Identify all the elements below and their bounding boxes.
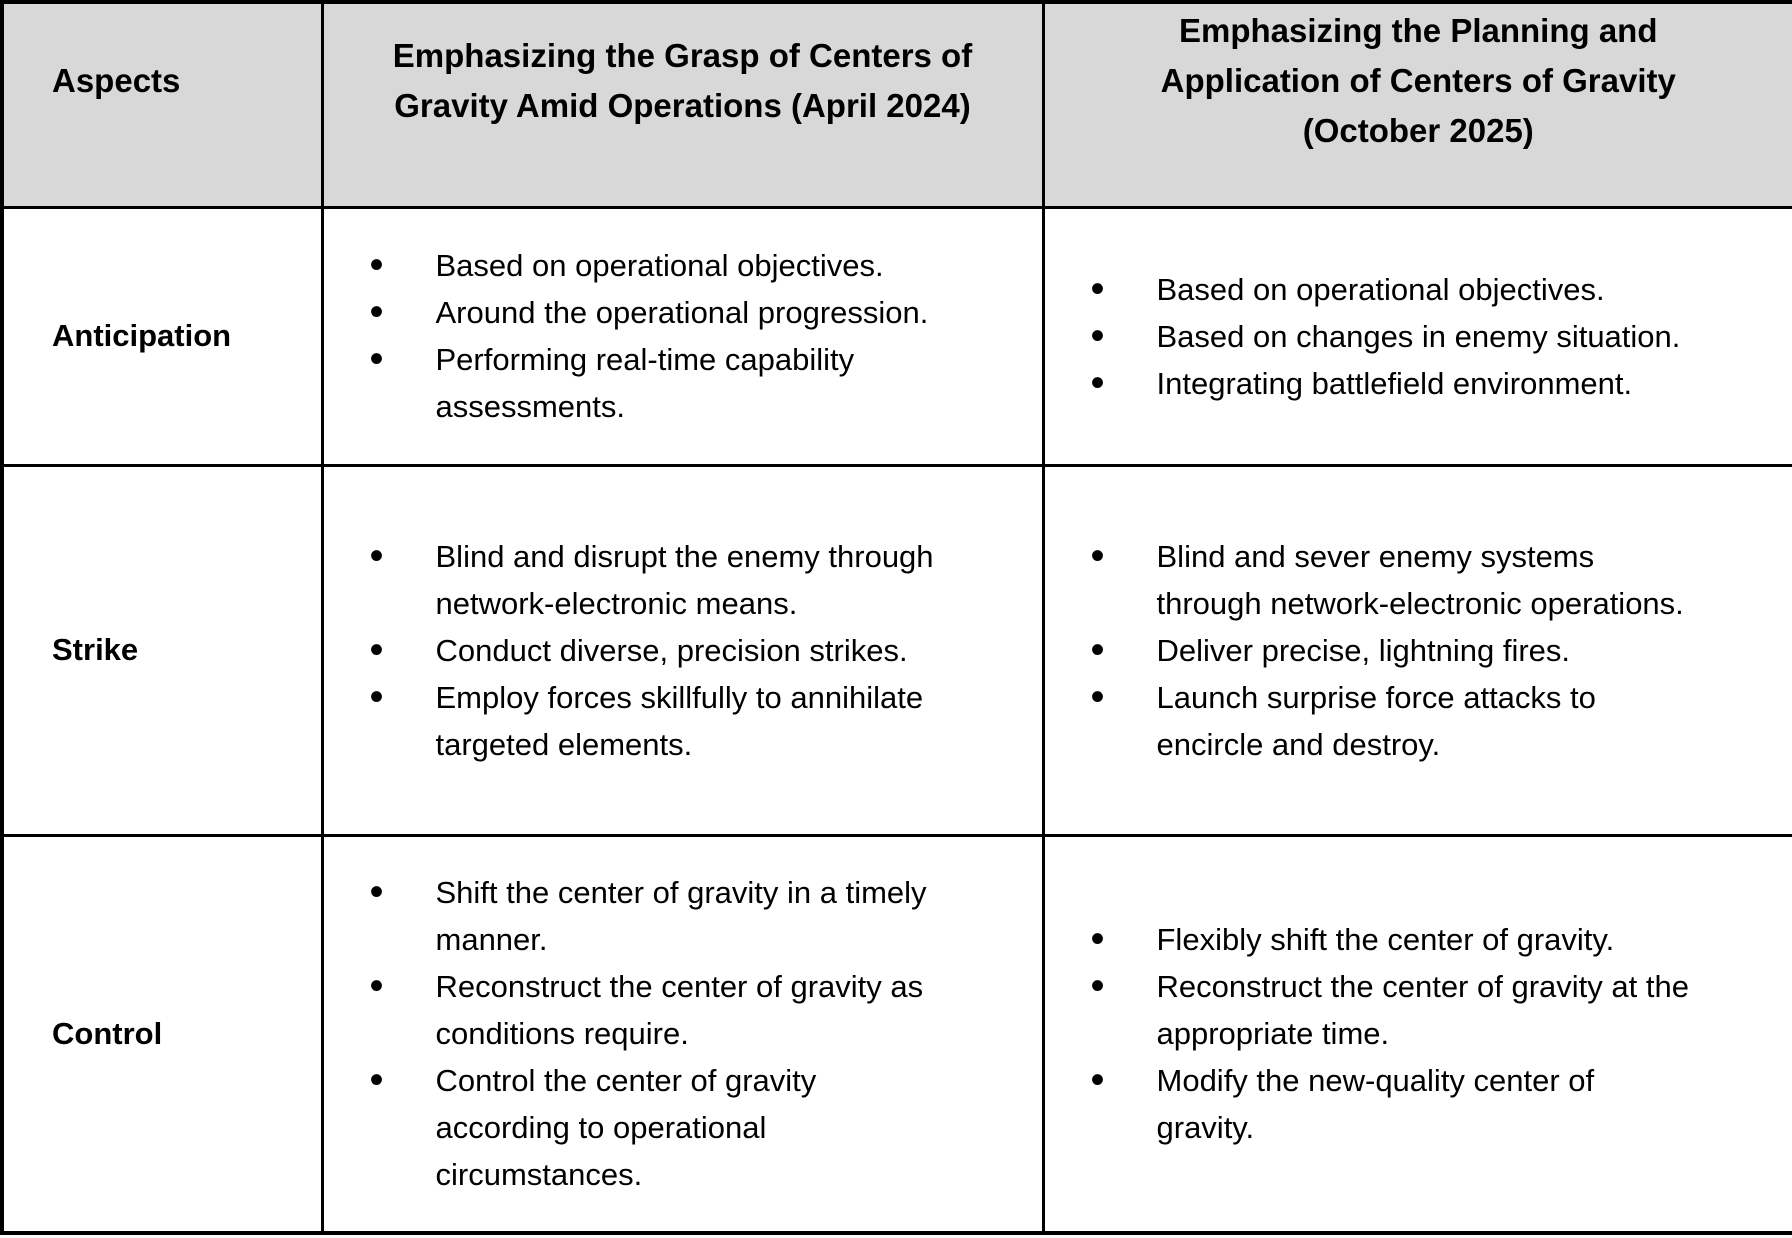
list-item-text: Employ forces skillfully to annihilate t… [435, 679, 924, 762]
list-item-text: Based on changes in enemy situation. [1156, 318, 1681, 354]
bullet-icon: • [369, 964, 384, 1009]
column-header-aspects: Aspects [0, 0, 324, 209]
column-header-grasp-2024-label: Emphasizing the Grasp of Centers of Grav… [392, 36, 973, 124]
list-item: • Around the operational progression. [324, 289, 1027, 336]
bullet-icon: • [369, 674, 384, 719]
column-header-planning-2025: Emphasizing the Planning and Application… [1041, 0, 1792, 209]
row-label-anticipation: Anticipation [0, 205, 324, 467]
list-item: • Blind and disrupt the enemy through ne… [324, 533, 1027, 627]
bullet-icon: • [1090, 917, 1105, 962]
bullet-icon: • [1090, 627, 1105, 672]
bullet-icon: • [369, 290, 384, 334]
header-row: Aspects Emphasizing the Grasp of Centers… [0, 0, 1792, 209]
list-item-text: Based on operational objectives. [1156, 271, 1605, 307]
bullet-list: • Blind and sever enemy systems through … [1045, 533, 1778, 768]
list-item: • Deliver precise, lightning fires. [1045, 627, 1778, 674]
row-label-control: Control [0, 833, 324, 1235]
list-item: • Flexibly shift the center of gravity. [1045, 916, 1778, 963]
list-item-text: Flexibly shift the center of gravity. [1156, 922, 1615, 958]
list-item-text: Blind and sever enemy systems through ne… [1156, 538, 1684, 621]
list-item-text: Reconstruct the center of gravity at the… [1156, 969, 1689, 1052]
column-header-aspects-label: Aspects [52, 61, 181, 99]
list-item-text: Reconstruct the center of gravity as con… [435, 969, 924, 1052]
cell-strike-2024: • Blind and disrupt the enemy through ne… [320, 463, 1045, 837]
list-item: • Modify the new-quality center of gravi… [1045, 1057, 1778, 1151]
list-item: • Conduct diverse, precision strikes. [324, 627, 1027, 674]
list-item-text: Deliver precise, lightning fires. [1156, 632, 1571, 668]
list-item-text: Conduct diverse, precision strikes. [435, 632, 908, 668]
list-item: • Performing real-time capability assess… [324, 336, 1027, 430]
cell-control-2024: • Shift the center of gravity in a timel… [320, 833, 1045, 1235]
list-item: • Integrating battlefield environment. [1045, 360, 1778, 407]
bullet-list: • Flexibly shift the center of gravity. … [1045, 916, 1778, 1151]
list-item: • Employ forces skillfully to annihilate… [324, 674, 1027, 768]
list-item: • Based on operational objectives. [1045, 266, 1778, 313]
cell-anticipation-2024: • Based on operational objectives. • Aro… [320, 205, 1045, 467]
list-item: • Based on changes in enemy situation. [1045, 313, 1778, 360]
cell-control-2025: • Flexibly shift the center of gravity. … [1041, 833, 1792, 1235]
bullet-icon: • [369, 627, 384, 672]
bullet-list: • Blind and disrupt the enemy through ne… [324, 533, 1027, 768]
table-row-strike: Strike • Blind and disrupt the enemy thr… [0, 463, 1792, 837]
bullet-list: • Based on operational objectives. • Bas… [1045, 266, 1778, 407]
bullet-icon: • [1090, 360, 1105, 405]
list-item-text: Around the operational progression. [435, 295, 929, 330]
table-row-control: Control • Shift the center of gravity in… [0, 833, 1792, 1235]
list-item: • Control the center of gravity accordin… [324, 1057, 1027, 1198]
bullet-list: • Shift the center of gravity in a timel… [324, 869, 1027, 1198]
bullet-icon: • [369, 533, 384, 578]
list-item-text: Integrating battlefield environment. [1156, 365, 1633, 401]
list-item: • Based on operational objectives. [324, 242, 1027, 289]
list-item-text: Shift the center of gravity in a timely … [435, 875, 927, 958]
column-header-planning-2025-label: Emphasizing the Planning and Application… [1160, 11, 1676, 149]
bullet-list: • Based on operational objectives. • Aro… [324, 242, 1027, 430]
bullet-icon: • [369, 870, 384, 915]
row-label-strike: Strike [0, 463, 324, 837]
list-item-text: Control the center of gravity according … [435, 1063, 817, 1193]
cell-strike-2025: • Blind and sever enemy systems through … [1041, 463, 1792, 837]
bullet-icon: • [1090, 533, 1105, 578]
list-item: • Blind and sever enemy systems through … [1045, 533, 1778, 627]
bullet-icon: • [369, 1058, 384, 1103]
bullet-icon: • [1090, 674, 1105, 719]
list-item-text: Based on operational objectives. [435, 248, 884, 283]
list-item-text: Performing real-time capability assessme… [435, 342, 855, 424]
table-row-anticipation: Anticipation • Based on operational obje… [0, 205, 1792, 467]
list-item-text: Blind and disrupt the enemy through netw… [435, 538, 934, 621]
list-item: • Reconstruct the center of gravity as c… [324, 963, 1027, 1057]
column-header-grasp-2024: Emphasizing the Grasp of Centers of Grav… [320, 0, 1045, 209]
bullet-icon: • [369, 337, 384, 381]
bullet-icon: • [1090, 266, 1105, 311]
bullet-icon: • [369, 243, 384, 287]
list-item-text: Modify the new-quality center of gravity… [1156, 1063, 1595, 1146]
list-item: • Launch surprise force attacks to encir… [1045, 674, 1778, 768]
list-item: • Shift the center of gravity in a timel… [324, 869, 1027, 963]
list-item: • Reconstruct the center of gravity at t… [1045, 963, 1778, 1057]
bullet-icon: • [1090, 964, 1105, 1009]
bullet-icon: • [1090, 313, 1105, 358]
list-item-text: Launch surprise force attacks to encircl… [1156, 679, 1596, 762]
cell-anticipation-2025: • Based on operational objectives. • Bas… [1041, 205, 1792, 467]
bullet-icon: • [1090, 1058, 1105, 1103]
